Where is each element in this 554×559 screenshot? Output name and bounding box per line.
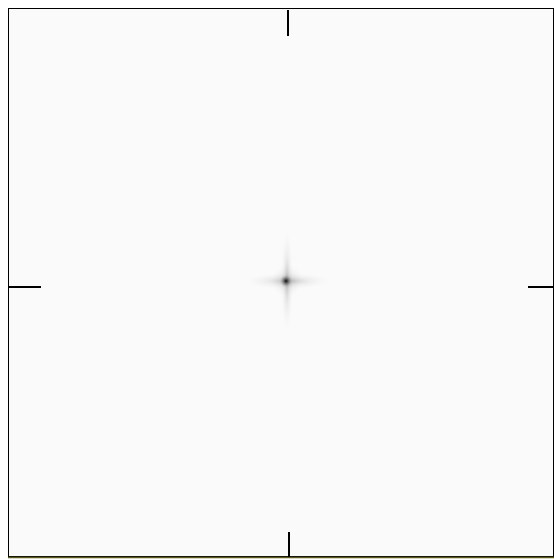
spot-core	[280, 275, 292, 287]
image-view	[0, 0, 554, 559]
page	[0, 0, 554, 559]
